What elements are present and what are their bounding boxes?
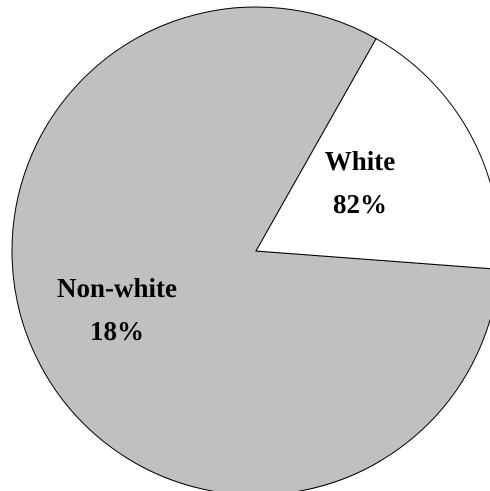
slice-label-white: White	[325, 146, 396, 176]
pie-slice-non-white	[255, 37, 490, 270]
pie-slice-white	[11, 6, 490, 491]
slice-value-label-white: 82%	[333, 189, 387, 219]
slice-value-label-non-white: 18%	[90, 316, 144, 346]
slice-label-non-white: Non-white	[57, 273, 177, 303]
